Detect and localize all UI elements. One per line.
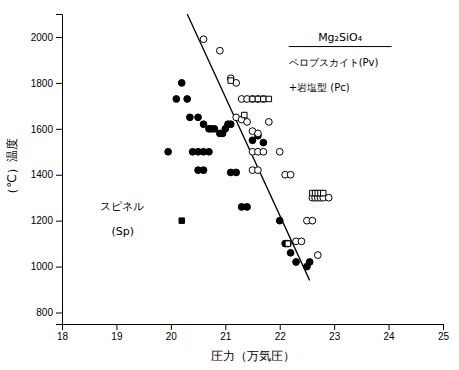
point [276,217,283,224]
tick-label: 18 [57,331,69,342]
tick: 18 [57,324,69,342]
tick-mark [56,83,62,84]
tick-label: 22 [275,331,287,342]
boundary-line [187,14,309,280]
tick-label: 23 [329,331,341,342]
tick-label: 2000 [31,32,54,43]
tick-mark [225,324,226,330]
point [287,171,294,178]
tick-mark [280,324,281,330]
point [276,148,283,155]
annotation: ペロブスカイト(Pv) [289,57,379,68]
point [260,148,267,155]
annotation-title: Mg₂SiO₄ [318,31,363,44]
tick: 2000 [31,32,62,43]
tick-mark [56,221,62,222]
tick-label: 25 [438,331,450,342]
tick-mark [56,267,62,268]
point [287,249,294,256]
chart: 18 19 20 21 22 23 24 25 800 1000 1200 1400 1600 1800 2… [0,0,459,370]
point [255,96,260,101]
axis-line [63,325,444,331]
tick-label: 800 [36,307,53,318]
tick-label: 1600 [31,124,54,135]
point [165,148,172,155]
tick: 1000 [31,261,62,272]
plot-area: 18 19 20 21 22 23 24 25 800 1000 1200 1400 1600 1800 2… [31,14,450,342]
x-axis: 18 19 20 21 22 23 24 25 [57,324,450,342]
point [178,80,185,87]
point [244,204,251,211]
tick-label: 1400 [31,169,54,180]
point [260,139,267,146]
point [206,148,213,155]
y-axis-title: （℃）温度 [5,138,19,199]
x-axis-title: 圧力（万気圧） [211,349,295,363]
tick-mark [334,324,335,330]
point [187,114,194,121]
tick-label: 1800 [31,78,54,89]
tick: 800 [36,307,62,318]
point [255,167,262,174]
point [293,259,300,266]
point [266,96,271,101]
point [321,190,326,195]
tick-mark [116,324,117,330]
point [298,238,305,245]
point [306,259,313,266]
tick-mark [56,175,62,176]
point [216,47,223,54]
tick: 19 [111,324,123,342]
tick-label: 21 [220,331,232,342]
tick: 23 [329,324,341,342]
tick-label: 20 [166,331,178,342]
point [284,240,291,247]
annotation: (Sp) [112,225,135,238]
point [184,96,191,103]
tick-mark [56,37,62,38]
point [261,96,266,101]
tick: 1800 [31,78,62,89]
point [227,121,234,128]
point [228,78,233,83]
underline [289,46,392,47]
tick-label: 1200 [31,215,54,226]
tick-mark [56,129,62,130]
point [242,112,247,117]
tick: 25 [438,324,450,342]
tick-label: 19 [111,331,123,342]
point [285,241,290,246]
marks [165,14,332,280]
tick-label: 1000 [31,261,54,272]
axis-line [56,15,63,325]
tick: 1600 [31,124,62,135]
tick: 20 [166,324,178,342]
annotation: スピネル [100,200,144,213]
y-axis: 800 1000 1200 1400 1600 1800 2000 [31,15,63,325]
point [195,114,202,121]
tick: 21 [220,324,232,342]
annotation: +岩塩型 (Pc) [289,82,350,93]
tick: 1200 [31,215,62,226]
tick-mark [171,324,172,330]
tick: 1400 [31,169,62,180]
point [309,217,316,224]
annotations: Mg₂SiO₄ ペロブスカイト(Pv) +岩塩型 (Pc) スピネル (Sp) [100,31,391,238]
tick-mark [443,324,444,330]
tick: 22 [275,324,287,342]
point [314,252,321,259]
point [244,119,251,126]
tick-mark [56,313,62,314]
point [255,130,262,137]
point [200,36,207,43]
tick: 24 [384,324,396,342]
point [200,167,207,174]
point [173,96,180,103]
point [179,218,184,223]
point [250,96,255,101]
tick-mark [389,324,390,330]
point [233,169,240,176]
point [265,119,272,126]
tick-label: 24 [384,331,396,342]
